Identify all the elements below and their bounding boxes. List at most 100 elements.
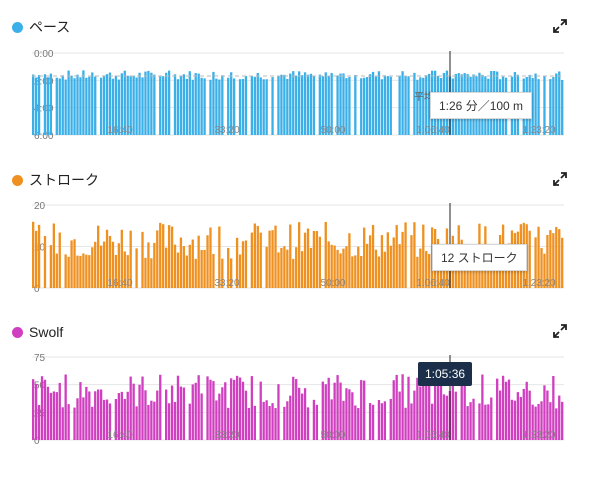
bar [558,395,561,440]
bar [283,246,286,288]
bar [70,240,73,288]
bar [513,400,517,440]
bar [555,408,558,440]
bar [404,76,407,135]
bar [306,74,310,135]
bar [354,255,357,288]
bar [188,403,191,440]
bar [94,391,97,440]
bar [363,380,366,440]
bar [159,374,162,440]
bar [46,386,50,440]
x-tick-label: 16:40 [107,430,132,441]
bar [357,408,360,440]
bar [253,223,256,288]
bar [324,384,327,440]
bar [380,235,384,288]
bar [280,247,283,288]
bar [318,74,321,135]
bar [292,71,295,135]
bar [327,75,330,135]
bar [123,70,126,135]
expand-icon[interactable] [553,324,567,338]
bar [150,400,153,440]
bar [286,249,289,288]
bar [460,379,463,440]
bar [475,258,478,288]
bar [552,77,555,135]
bar [179,386,183,440]
bar [425,251,428,288]
bar [425,382,428,440]
bar [354,75,357,135]
bar [173,74,177,135]
bar [303,72,307,135]
bar [445,395,449,440]
bar [194,258,197,288]
bar [203,78,206,135]
bar [389,245,392,288]
bar [558,229,561,288]
bar [32,74,35,135]
bar [144,390,147,440]
bar [159,76,162,135]
bar [162,76,165,135]
bar [182,74,186,135]
bar [496,378,499,440]
bar [250,75,254,135]
bar [167,403,171,440]
bar [206,376,209,440]
bar [221,75,224,135]
bar [398,244,401,288]
bar [298,222,301,288]
bar [407,376,410,440]
bar [73,239,76,288]
bar [487,404,490,440]
bar [318,236,321,288]
bar [179,237,183,288]
bar [534,406,537,440]
bar [221,387,224,440]
bar [540,401,543,440]
bar [123,251,126,288]
bar [312,230,316,288]
bar [295,75,298,135]
bar [309,247,313,288]
bar [395,225,398,288]
bar [117,243,121,288]
bar [108,403,112,440]
x-tick-label: 16:40 [107,125,132,136]
bar [268,230,271,288]
bar [274,225,277,288]
bar [315,404,319,440]
bar [348,389,351,440]
bar [357,246,360,288]
expand-icon[interactable] [553,172,567,186]
swolf-panel: Swolf 755025016:4033:2050:001:06:401:23:… [0,322,589,447]
bar [197,73,200,135]
bar [123,398,126,440]
bar [442,394,446,440]
bar [76,398,79,440]
bar [58,232,61,288]
bar [197,235,200,288]
bar [419,386,422,440]
bar [126,391,129,440]
bar [552,233,555,288]
bar [170,226,174,288]
stroke-legend-dot [12,174,23,186]
bar [493,256,496,288]
bar [34,383,38,440]
bar [144,71,147,135]
bar [49,392,53,440]
bar [383,251,387,288]
bar [176,79,180,135]
bar [555,226,558,288]
expand-icon[interactable] [553,19,567,33]
stroke-title: ストローク [29,172,99,188]
bar [244,390,248,440]
bar [188,71,191,135]
